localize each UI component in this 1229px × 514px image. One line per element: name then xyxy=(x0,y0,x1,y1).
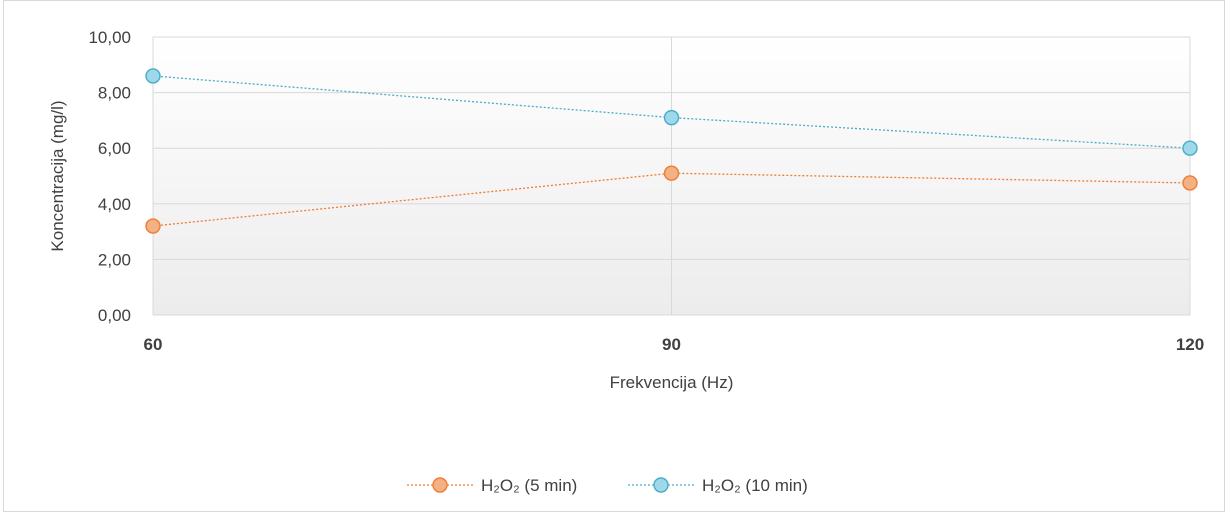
legend-label: H₂O₂ (5 min) xyxy=(481,476,577,495)
x-tick-label: 90 xyxy=(662,335,681,354)
y-axis-title: Koncentracija (mg/l) xyxy=(48,100,67,251)
legend-marker xyxy=(432,477,448,493)
legend: H₂O₂ (5 min) H₂O₂ (10 min) xyxy=(407,476,808,495)
data-point xyxy=(145,68,161,84)
x-tick-labels: 60 90 120 xyxy=(144,335,1205,354)
y-tick-label: 10,00 xyxy=(88,28,131,47)
y-tick-label: 6,00 xyxy=(98,139,131,158)
series-1 xyxy=(145,165,1198,234)
y-tick-labels: 0,00 2,00 4,00 6,00 8,00 10,00 xyxy=(88,28,131,325)
legend-label: H₂O₂ (10 min) xyxy=(702,476,808,495)
data-point xyxy=(663,109,680,126)
data-point xyxy=(1182,140,1198,156)
x-axis-title: Frekvencija (Hz) xyxy=(610,373,734,392)
legend-item-2: H₂O₂ (10 min) xyxy=(628,476,808,495)
x-tick-label: 120 xyxy=(1176,335,1204,354)
y-tick-label: 2,00 xyxy=(98,250,131,269)
legend-item-1: H₂O₂ (5 min) xyxy=(407,476,577,495)
y-tick-label: 8,00 xyxy=(98,84,131,103)
data-point xyxy=(663,165,680,181)
data-point xyxy=(1182,175,1198,191)
data-point xyxy=(145,218,161,234)
y-tick-label: 0,00 xyxy=(98,306,131,325)
y-tick-label: 4,00 xyxy=(98,195,131,214)
series-group xyxy=(145,68,1198,234)
x-tick-label: 60 xyxy=(144,335,163,354)
legend-marker xyxy=(653,477,669,493)
series-2 xyxy=(145,68,1198,156)
